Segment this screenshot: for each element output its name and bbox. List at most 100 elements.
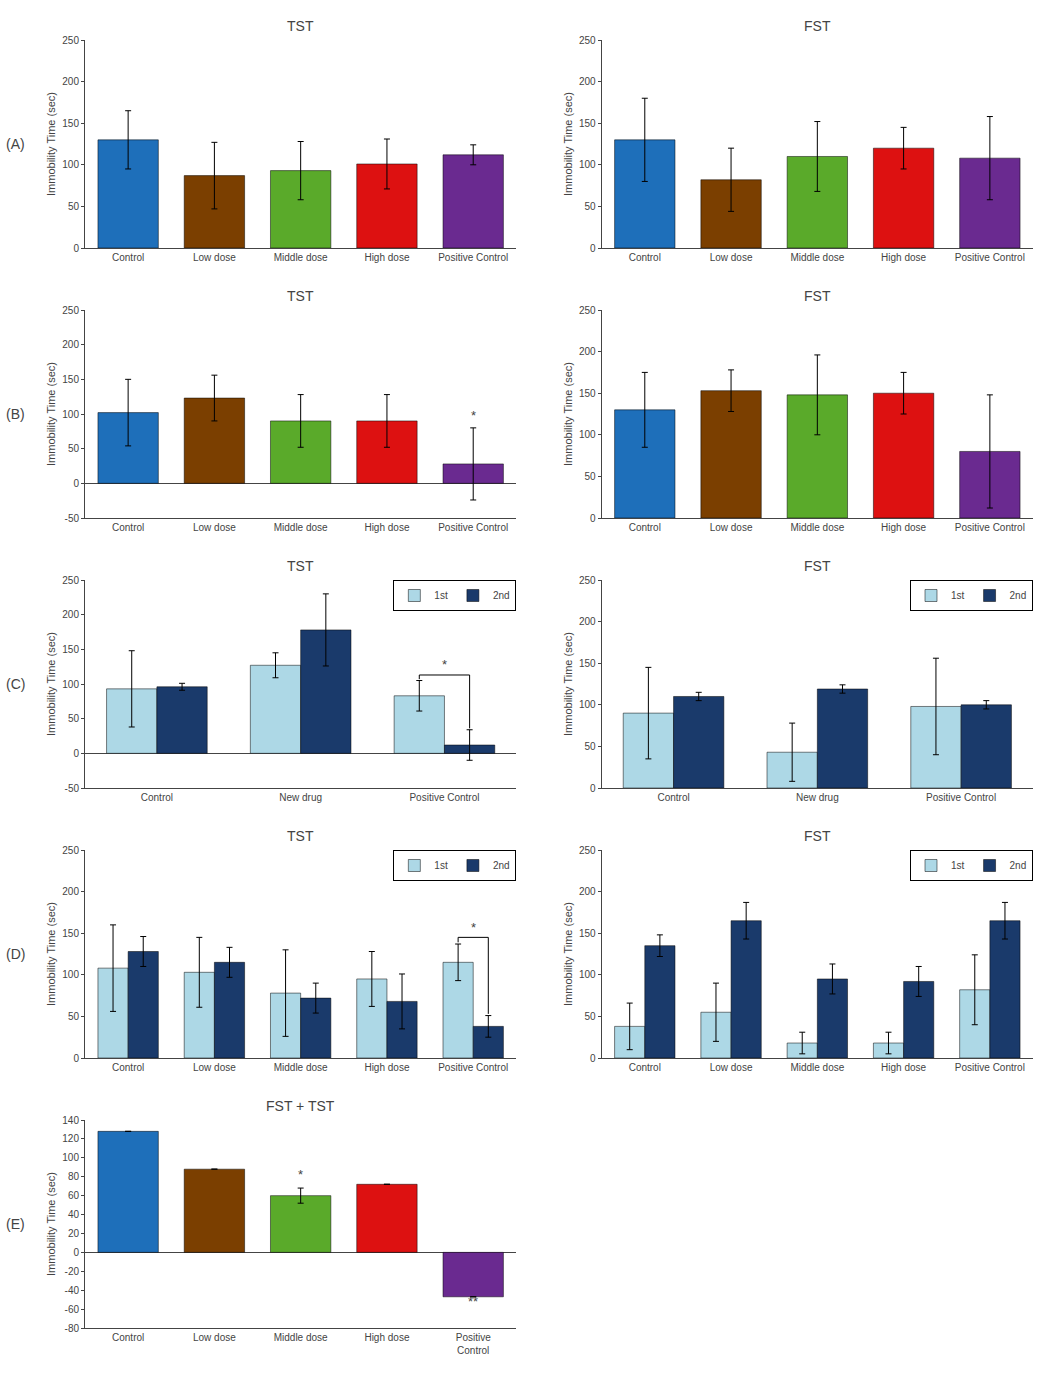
svg-text:Control: Control xyxy=(112,252,144,263)
svg-text:50: 50 xyxy=(585,471,597,482)
svg-text:-20: -20 xyxy=(65,1266,80,1277)
svg-text:150: 150 xyxy=(579,388,596,399)
svg-text:Positive Control: Positive Control xyxy=(438,1062,508,1073)
svg-text:Control: Control xyxy=(629,522,661,533)
svg-text:New drug: New drug xyxy=(796,792,839,803)
svg-text:Immobility Time (sec): Immobility Time (sec) xyxy=(45,92,57,196)
svg-text:High dose: High dose xyxy=(364,522,409,533)
svg-text:Low dose: Low dose xyxy=(193,522,236,533)
svg-text:Immobility Time (sec): Immobility Time (sec) xyxy=(562,362,574,466)
svg-text:0: 0 xyxy=(73,748,79,759)
svg-text:50: 50 xyxy=(68,713,80,724)
svg-text:100: 100 xyxy=(579,429,596,440)
svg-text:150: 150 xyxy=(579,928,596,939)
svg-text:New drug: New drug xyxy=(279,792,322,803)
svg-text:1st: 1st xyxy=(951,590,965,601)
svg-text:2nd: 2nd xyxy=(1010,590,1027,601)
svg-text:100: 100 xyxy=(62,679,79,690)
svg-text:80: 80 xyxy=(68,1171,80,1182)
svg-text:60: 60 xyxy=(68,1190,80,1201)
svg-text:0: 0 xyxy=(73,243,79,254)
svg-text:Low dose: Low dose xyxy=(710,252,753,263)
svg-text:Middle dose: Middle dose xyxy=(790,252,844,263)
svg-text:Immobility Time (sec): Immobility Time (sec) xyxy=(562,92,574,196)
svg-text:TST: TST xyxy=(287,18,314,34)
svg-text:(C): (C) xyxy=(6,676,25,692)
svg-text:Immobility Time (sec): Immobility Time (sec) xyxy=(45,362,57,466)
svg-text:Immobility Time (sec): Immobility Time (sec) xyxy=(562,902,574,1006)
svg-text:TST: TST xyxy=(287,558,314,574)
svg-text:250: 250 xyxy=(62,575,79,586)
svg-text:50: 50 xyxy=(585,201,597,212)
svg-text:Immobility Time (sec): Immobility Time (sec) xyxy=(45,902,57,1006)
svg-text:200: 200 xyxy=(62,339,79,350)
svg-text:Middle dose: Middle dose xyxy=(274,522,328,533)
svg-text:*: * xyxy=(471,408,476,423)
svg-text:200: 200 xyxy=(62,76,79,87)
svg-text:*: * xyxy=(471,920,476,935)
svg-text:100: 100 xyxy=(579,159,596,170)
svg-text:Middle dose: Middle dose xyxy=(274,1062,328,1073)
svg-text:Positive Control: Positive Control xyxy=(926,792,996,803)
svg-text:150: 150 xyxy=(62,374,79,385)
svg-text:20: 20 xyxy=(68,1228,80,1239)
svg-text:High dose: High dose xyxy=(364,1062,409,1073)
svg-text:-40: -40 xyxy=(65,1285,80,1296)
svg-text:250: 250 xyxy=(62,305,79,316)
svg-text:250: 250 xyxy=(579,35,596,46)
svg-text:*: * xyxy=(298,1167,303,1182)
svg-text:0: 0 xyxy=(73,1247,79,1258)
svg-text:200: 200 xyxy=(579,346,596,357)
svg-text:(A): (A) xyxy=(6,136,25,152)
svg-text:TST: TST xyxy=(287,288,314,304)
svg-text:150: 150 xyxy=(62,644,79,655)
svg-text:Immobility Time (sec): Immobility Time (sec) xyxy=(45,1172,57,1276)
svg-text:-80: -80 xyxy=(65,1323,80,1334)
svg-text:Middle dose: Middle dose xyxy=(274,252,328,263)
svg-text:High dose: High dose xyxy=(881,522,926,533)
svg-text:0: 0 xyxy=(590,243,596,254)
svg-text:50: 50 xyxy=(585,741,597,752)
svg-text:50: 50 xyxy=(585,1011,597,1022)
svg-text:100: 100 xyxy=(62,1152,79,1163)
svg-text:Positive Control: Positive Control xyxy=(955,252,1025,263)
svg-text:150: 150 xyxy=(579,658,596,669)
svg-text:Control: Control xyxy=(657,792,689,803)
svg-text:100: 100 xyxy=(62,969,79,980)
svg-text:1st: 1st xyxy=(951,860,965,871)
svg-text:50: 50 xyxy=(68,443,80,454)
svg-text:Control: Control xyxy=(112,1062,144,1073)
svg-text:PositiveControl: PositiveControl xyxy=(456,1332,491,1356)
svg-text:High dose: High dose xyxy=(881,252,926,263)
svg-text:100: 100 xyxy=(62,159,79,170)
svg-text:Control: Control xyxy=(141,792,173,803)
svg-text:120: 120 xyxy=(62,1133,79,1144)
svg-text:0: 0 xyxy=(590,783,596,794)
svg-text:150: 150 xyxy=(62,928,79,939)
svg-text:-60: -60 xyxy=(65,1304,80,1315)
svg-text:100: 100 xyxy=(62,409,79,420)
svg-text:200: 200 xyxy=(62,886,79,897)
svg-text:2nd: 2nd xyxy=(1010,860,1027,871)
svg-text:150: 150 xyxy=(579,118,596,129)
svg-text:1st: 1st xyxy=(434,860,448,871)
svg-text:150: 150 xyxy=(62,118,79,129)
svg-text:High dose: High dose xyxy=(881,1062,926,1073)
svg-text:Positive Control: Positive Control xyxy=(438,252,508,263)
svg-text:Positive Control: Positive Control xyxy=(955,1062,1025,1073)
svg-text:200: 200 xyxy=(579,616,596,627)
svg-text:0: 0 xyxy=(73,1053,79,1064)
svg-text:**: ** xyxy=(468,1294,478,1309)
svg-text:TST: TST xyxy=(287,828,314,844)
svg-text:Low dose: Low dose xyxy=(710,1062,753,1073)
svg-text:(E): (E) xyxy=(6,1216,25,1232)
svg-text:Positive Control: Positive Control xyxy=(955,522,1025,533)
svg-text:FST: FST xyxy=(804,288,831,304)
svg-text:200: 200 xyxy=(579,76,596,87)
svg-text:(D): (D) xyxy=(6,946,25,962)
svg-text:Control: Control xyxy=(112,522,144,533)
svg-text:Control: Control xyxy=(112,1332,144,1343)
svg-text:2nd: 2nd xyxy=(493,860,510,871)
svg-text:40: 40 xyxy=(68,1209,80,1220)
svg-text:200: 200 xyxy=(62,609,79,620)
